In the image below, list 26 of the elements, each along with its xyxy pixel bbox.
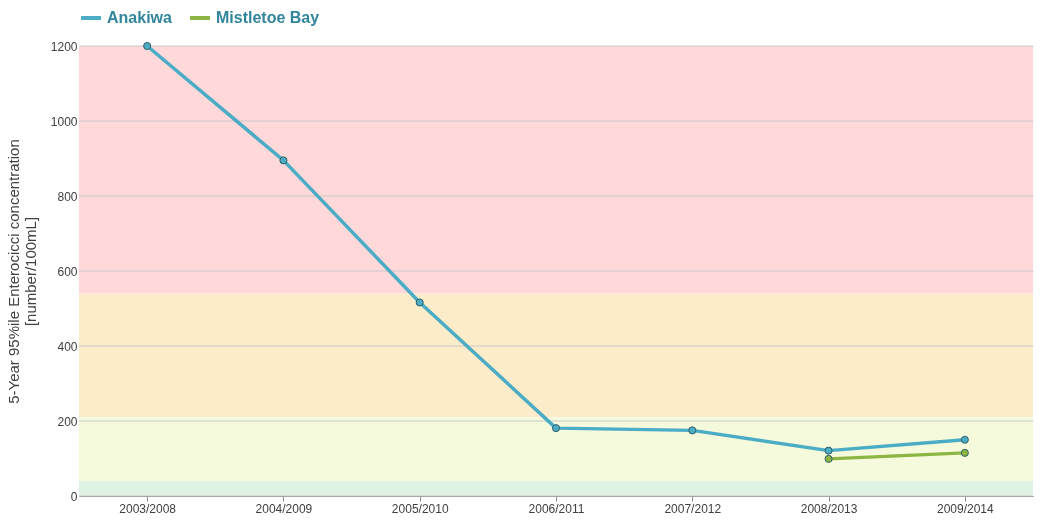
legend-label: Mistletoe Bay <box>216 9 320 26</box>
x-tick-label: 2009/2014 <box>936 501 995 516</box>
x-tick-label: 2003/2008 <box>119 501 177 516</box>
x-tick-label: 2008/2013 <box>800 501 858 516</box>
point <box>824 446 833 455</box>
y-tick-label: 800 <box>57 189 78 204</box>
point <box>279 156 288 165</box>
point <box>960 435 969 444</box>
point <box>551 424 561 433</box>
point <box>688 426 697 435</box>
point <box>143 41 152 51</box>
legend-label: Anakiwa <box>107 9 173 26</box>
y-tick-label: 1000 <box>50 114 78 129</box>
y-tick-label: 600 <box>57 264 78 279</box>
y-tick-label: 200 <box>57 414 78 429</box>
y-tick-label: 0 <box>70 489 78 504</box>
point <box>824 454 833 463</box>
x-tick-label: 2006/2011 <box>528 501 585 516</box>
point <box>415 298 424 307</box>
x-tick-label: 2005/2010 <box>391 501 449 516</box>
x-tick-label: 2004/2009 <box>255 501 313 516</box>
y-tick-label: 400 <box>57 339 78 354</box>
y-tick-label: 1200 <box>50 39 78 54</box>
point <box>960 448 969 457</box>
x-tick-label: 2007/2012 <box>664 501 722 516</box>
y-axis-title: 5-Year 95%ile Enterocicci concentration [number/100mL] <box>4 139 39 404</box>
